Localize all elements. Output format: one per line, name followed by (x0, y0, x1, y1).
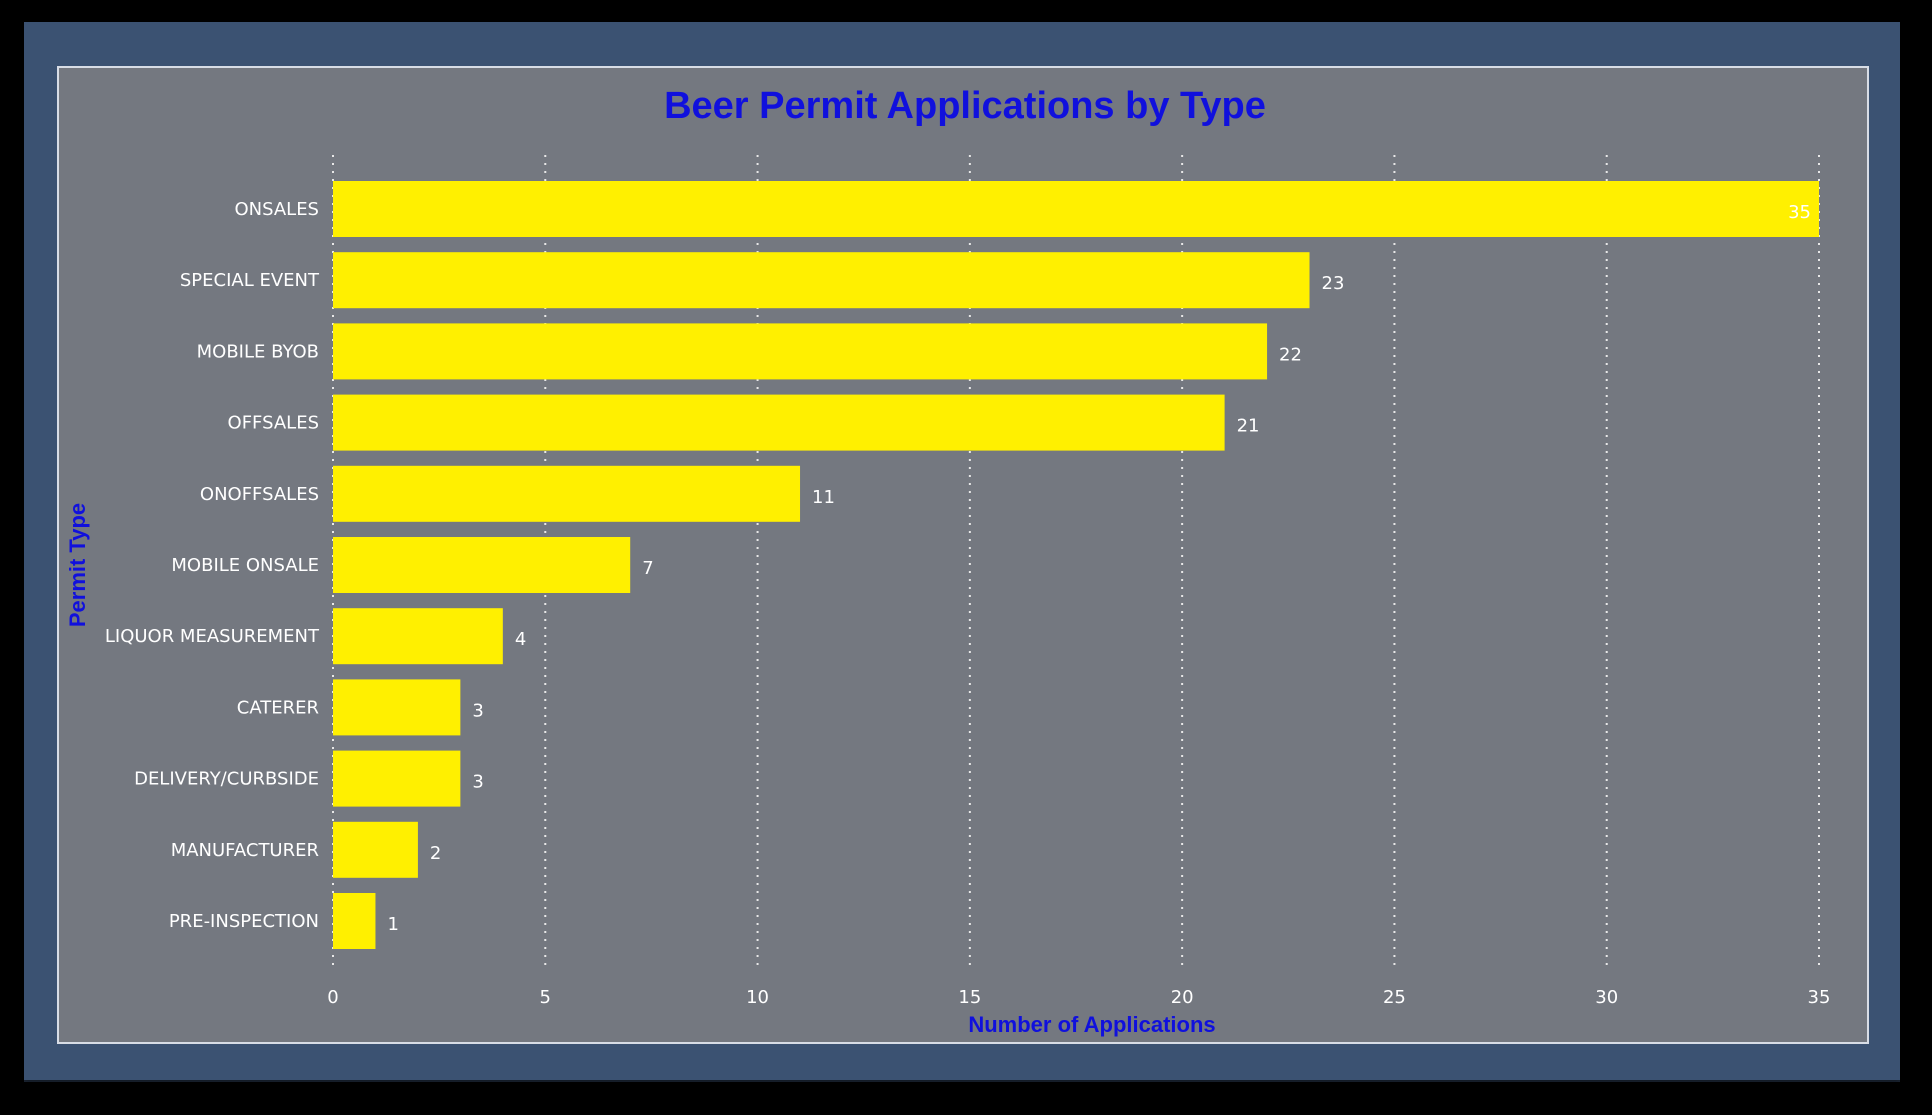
category-label: MOBILE BYOB (197, 341, 319, 362)
data-label: 21 (1237, 416, 1260, 437)
bar (333, 252, 1310, 309)
category-label: MANUFACTURER (171, 840, 319, 861)
category-label: ONOFFSALES (200, 484, 319, 505)
bar (333, 608, 503, 665)
x-tick-label: 5 (540, 987, 551, 1008)
category-label: PRE-INSPECTION (169, 911, 319, 932)
x-tick-label: 10 (746, 987, 769, 1008)
data-label: 22 (1279, 344, 1302, 365)
category-label: MOBILE ONSALE (171, 555, 319, 576)
x-axis-title: Number of Applications (968, 1012, 1215, 1037)
x-tick-label: 20 (1171, 987, 1194, 1008)
category-labels: ONSALES SPECIAL EVENT MOBILE BYOB OFFSALES O… (105, 199, 320, 932)
y-axis-title: Permit Type (65, 503, 90, 627)
data-label: 3 (472, 700, 483, 721)
bar (333, 323, 1268, 380)
category-label: OFFSALES (228, 413, 319, 434)
data-label: 11 (812, 487, 835, 508)
data-label: 23 (1322, 273, 1345, 294)
data-label: 2 (430, 843, 441, 864)
x-tick-label: 30 (1595, 987, 1618, 1008)
data-label: 4 (515, 629, 526, 650)
category-label: CATERER (237, 697, 319, 718)
category-label: DELIVERY/CURBSIDE (134, 769, 319, 790)
x-tick-label: 15 (958, 987, 981, 1008)
data-label: 1 (387, 914, 398, 935)
category-label: ONSALES (234, 199, 319, 220)
bar (333, 893, 376, 949)
x-tick-label: 35 (1808, 987, 1831, 1008)
category-label: LIQUOR MEASUREMENT (105, 626, 320, 647)
data-label: 35 (1788, 202, 1811, 223)
bar (333, 821, 418, 878)
bar (333, 679, 461, 736)
bar (333, 394, 1225, 451)
data-label: 3 (472, 772, 483, 793)
bar (333, 750, 461, 807)
x-tick-labels: 0 5 10 15 20 25 30 35 (327, 987, 1830, 1008)
bars (333, 181, 1819, 949)
bar (333, 465, 801, 522)
x-tick-label: 25 (1383, 987, 1406, 1008)
category-label: SPECIAL EVENT (180, 270, 320, 291)
bar (333, 181, 1819, 237)
chart-title: Beer Permit Applications by Type (664, 85, 1266, 127)
data-label: 7 (642, 558, 653, 579)
x-tick-label: 0 (327, 987, 338, 1008)
bar (333, 537, 631, 593)
